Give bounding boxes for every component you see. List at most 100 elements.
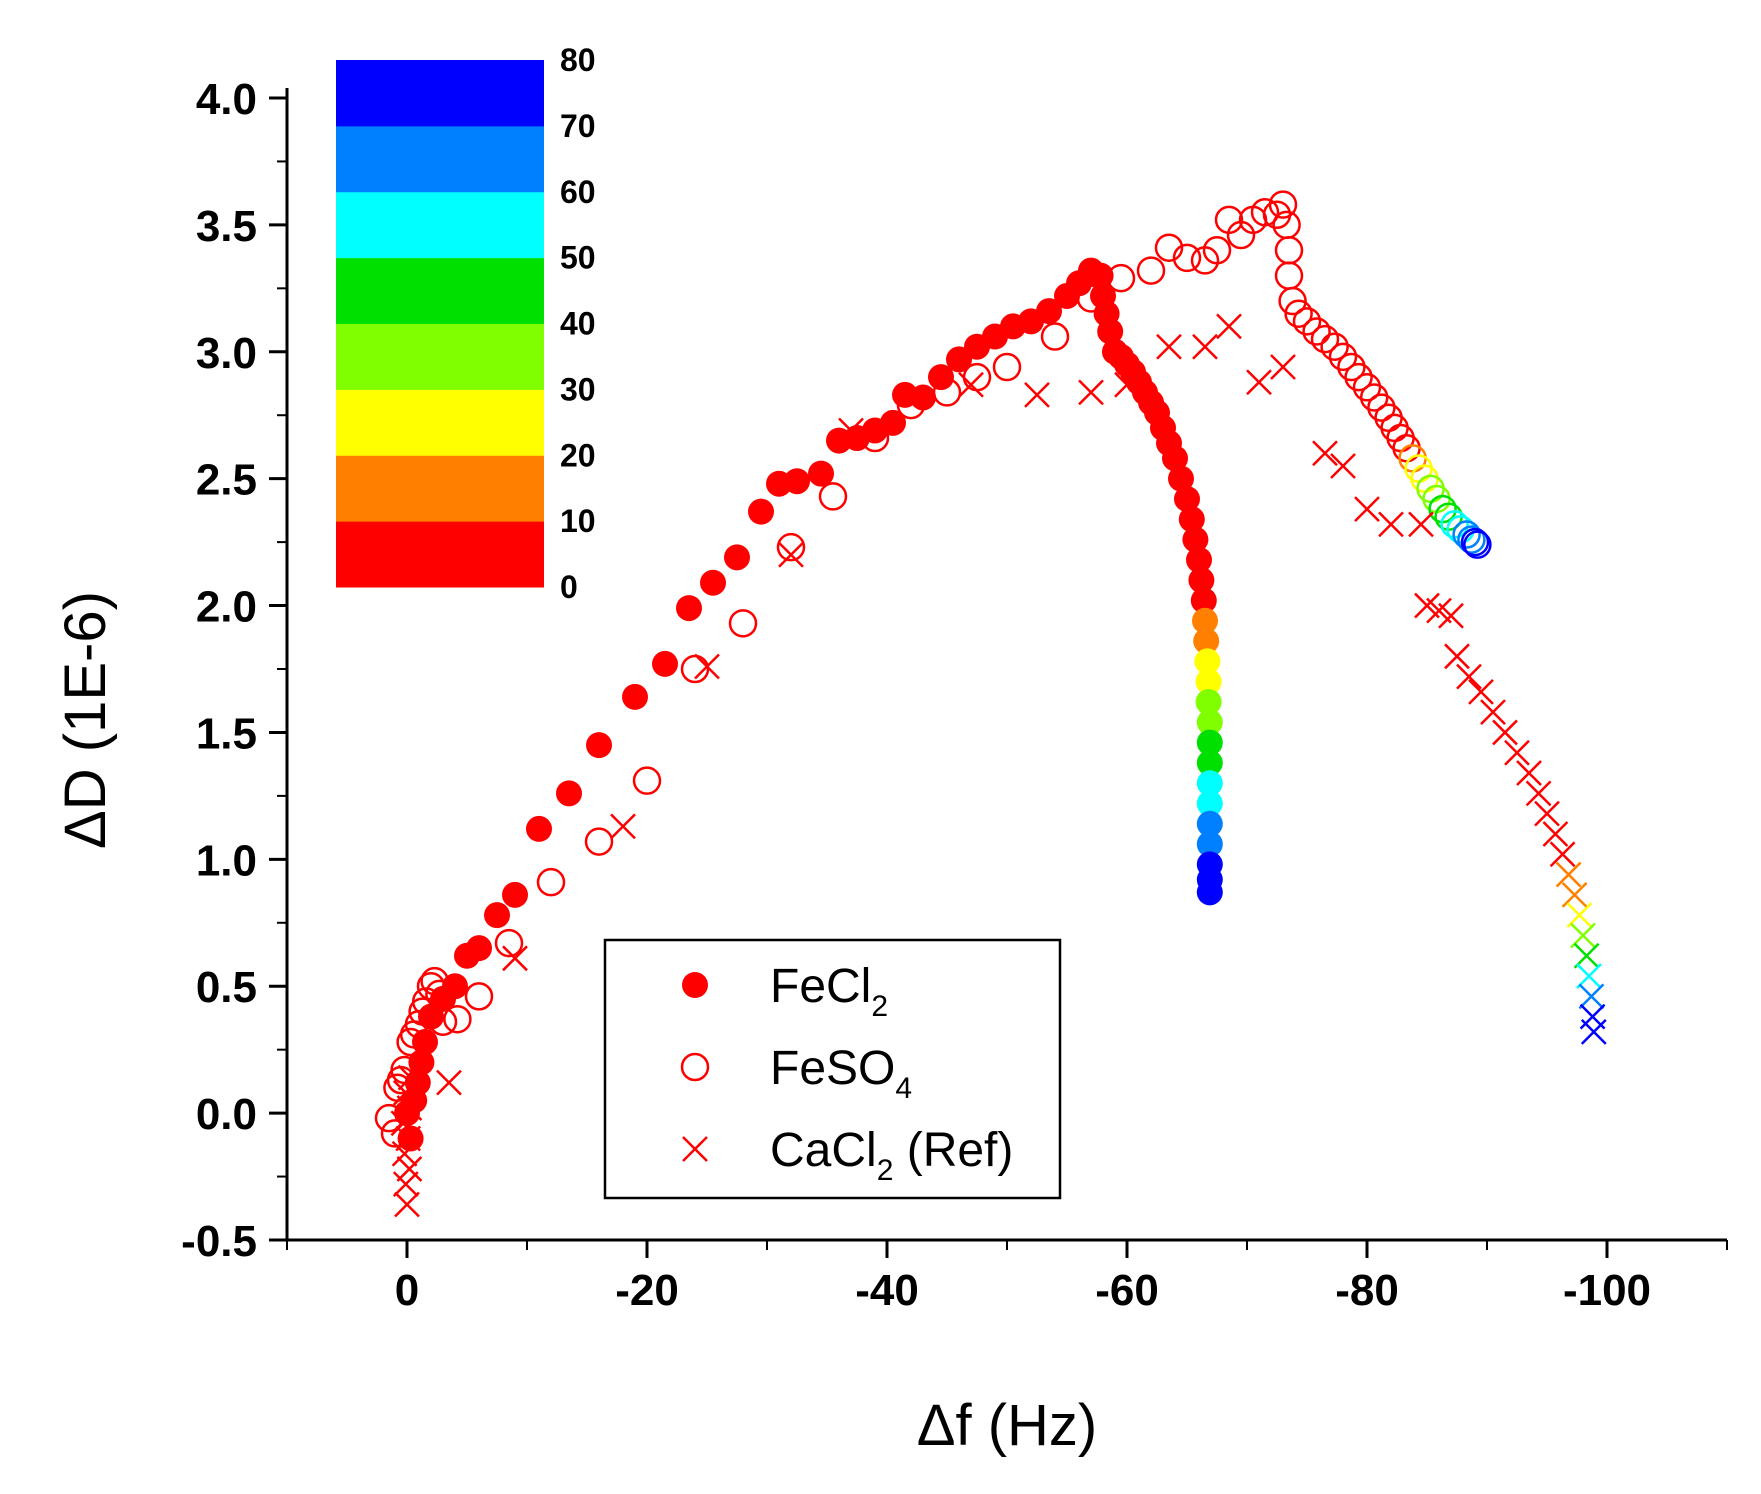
feso4-point: [932, 378, 962, 407]
cacl2-point: [1480, 699, 1506, 726]
legend-marker: [680, 1052, 710, 1082]
feso4-point: [1278, 286, 1307, 316]
cacl2-point: [1408, 511, 1434, 538]
cacl2-point: [396, 1156, 423, 1182]
feso4-point: [1359, 383, 1389, 412]
color-scale-label: 70: [560, 108, 596, 144]
y-tick-label: 0.5: [196, 963, 257, 1012]
fecl2-point: [808, 460, 834, 487]
legend-label: FeCl2: [770, 960, 888, 1023]
feso4-point: [1344, 362, 1373, 392]
fecl2-point: [466, 935, 492, 962]
y-tick-label: -0.5: [181, 1217, 257, 1266]
fecl2-point: [586, 732, 612, 759]
cacl2-point: [1561, 881, 1588, 908]
legend: FeCl2 FeSO4 CaCl2 (Ref): [603, 938, 1062, 1200]
feso4-point: [374, 1103, 404, 1133]
fecl2-point: [1195, 668, 1222, 695]
legend-label: FeSO4: [770, 1042, 912, 1105]
cacl2-point: [958, 371, 984, 398]
feso4-point: [1136, 256, 1166, 285]
feso4-point: [1250, 197, 1280, 227]
color-scale-bar: [336, 60, 544, 588]
cacl2-point: [436, 1069, 462, 1096]
feso4-point: [1320, 332, 1349, 361]
cacl2-point: [394, 1191, 420, 1218]
fecl2-point: [1168, 465, 1194, 492]
feso4-point: [1154, 233, 1184, 262]
color-scale-label: 50: [560, 240, 596, 276]
y-tick-label: 2.0: [196, 583, 257, 632]
fecl2-point: [502, 881, 528, 908]
color-scale-segment: [336, 257, 544, 324]
cacl2-point: [1024, 382, 1050, 408]
feso4-point: [728, 609, 758, 638]
cacl2-point: [1444, 643, 1470, 670]
cacl2-point: [1438, 602, 1464, 629]
cacl2-point: [1573, 942, 1600, 969]
feso4-point: [1310, 324, 1340, 354]
feso4-point: [1284, 299, 1313, 328]
color-scale-segment: [336, 455, 544, 522]
cacl2-point: [392, 1079, 419, 1106]
cacl2-point: [391, 1140, 418, 1167]
feso4-point: [1367, 393, 1396, 422]
feso4-point: [1172, 243, 1202, 273]
cacl2-point: [1312, 440, 1338, 467]
color-scale-label: 60: [560, 174, 596, 210]
x-tick-label: -80: [1335, 1266, 1399, 1315]
fecl2-point: [676, 595, 702, 622]
color-scale-labels: 0 10 20 30 40 50 60 70 80: [560, 42, 596, 605]
fecl2-point: [1196, 810, 1223, 837]
fecl2-point: [1162, 445, 1188, 472]
cacl2-point: [1549, 841, 1576, 868]
x-axis-ticks: 0 -20 -40 -60 -80 -100: [286, 1240, 1728, 1315]
fecl2-point: [1087, 262, 1114, 289]
y-tick-label: 4.0: [196, 75, 257, 124]
feso4-point: [776, 532, 806, 562]
feso4-point: [1460, 527, 1490, 557]
feso4-point: [1274, 236, 1304, 265]
fecl2-point: [1196, 729, 1223, 756]
cacl2-point: [392, 1171, 419, 1198]
cacl2-point: [1504, 739, 1530, 766]
cacl2-point: [838, 417, 864, 444]
fecl2-point: [1182, 526, 1209, 553]
fecl2-point: [622, 683, 648, 710]
x-tick-label: -100: [1563, 1266, 1651, 1315]
cacl2-point: [1378, 511, 1404, 538]
cacl2-point: [778, 541, 804, 568]
feso4-point: [992, 352, 1022, 382]
color-scale-label: 10: [560, 503, 596, 539]
feso4-point: [584, 827, 614, 856]
cacl2-point: [395, 1125, 422, 1152]
x-axis-title: Δf (Hz): [917, 1393, 1098, 1458]
feso4-point: [420, 966, 449, 996]
legend-marker: [682, 972, 708, 998]
feso4-point: [1452, 520, 1481, 549]
feso4-point: [1202, 236, 1232, 265]
cacl2-point: [1576, 963, 1602, 989]
cacl2-point: [1492, 719, 1518, 746]
feso4-point: [1274, 261, 1304, 290]
cacl2-point: [1330, 453, 1356, 479]
cacl2-point: [502, 945, 528, 972]
color-scale-label: 40: [560, 306, 596, 342]
feso4-point: [494, 928, 524, 958]
feso4-point: [860, 423, 890, 453]
fecl2-point: [1196, 831, 1223, 858]
fecl2-point: [1097, 318, 1124, 345]
feso4-point: [1302, 317, 1331, 346]
fecl2-point: [408, 1049, 435, 1076]
y-tick-label: 1.5: [196, 709, 257, 758]
cacl2-point: [1578, 983, 1605, 1010]
feso4-point: [1337, 352, 1366, 382]
fecl2-point: [784, 468, 810, 495]
feso4-point: [1076, 284, 1106, 313]
y-tick-label: 0.0: [196, 1090, 257, 1139]
cacl2-point: [1580, 1019, 1607, 1045]
fecl2-point: [1188, 567, 1215, 594]
cacl2-point: [610, 813, 636, 840]
fecl2-point: [1196, 879, 1223, 906]
